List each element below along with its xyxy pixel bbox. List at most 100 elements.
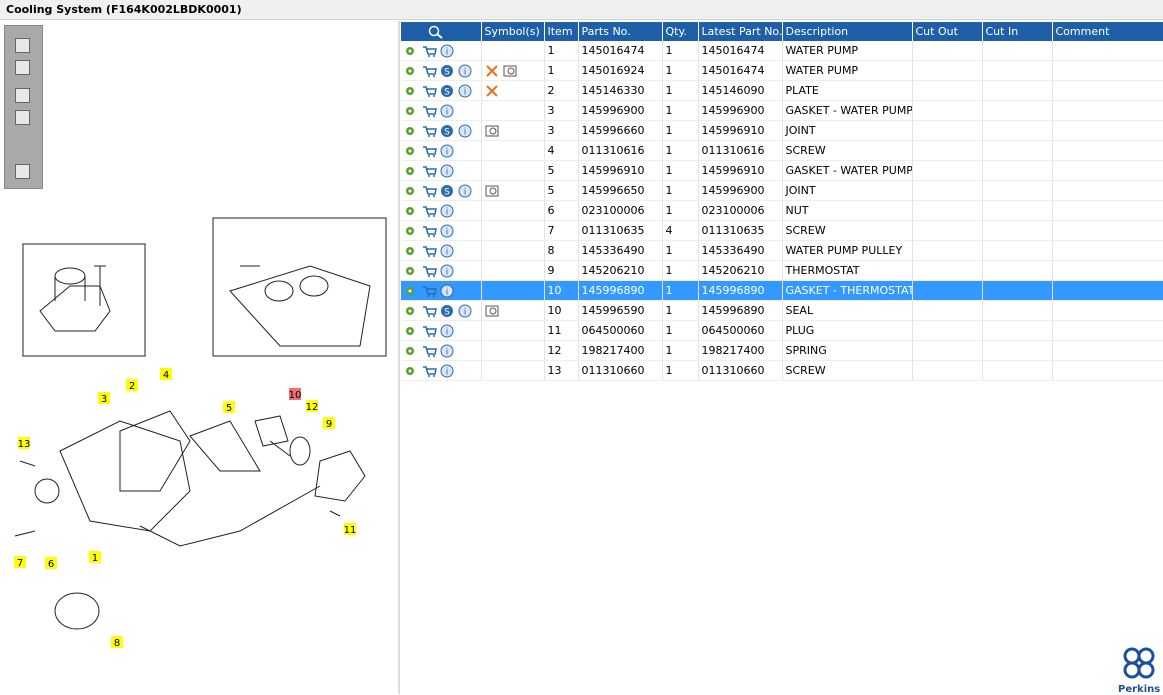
description-cell: SCREW: [782, 220, 913, 241]
cut-in-cell: [982, 360, 1053, 381]
callout-label[interactable]: 6: [48, 559, 54, 570]
comment-cell: [1052, 360, 1163, 381]
symbols-cell: [481, 200, 545, 221]
callout-box[interactable]: [14, 556, 26, 568]
callout-label[interactable]: 9: [326, 419, 332, 430]
action-cell: i: [401, 160, 482, 181]
column-header[interactable]: Qty.: [662, 22, 699, 41]
fit-button[interactable]: [15, 88, 30, 103]
table-row[interactable]: i 12 198217400 1 198217400 SPRING: [401, 340, 1163, 361]
qty-cell: 1: [662, 41, 699, 61]
qty-cell: 1: [662, 200, 699, 221]
description-cell: SEAL: [782, 300, 913, 321]
callout-box[interactable]: [160, 368, 172, 380]
logo-mark: [1123, 647, 1155, 679]
callout-label[interactable]: 10: [289, 390, 302, 401]
callout-label[interactable]: 13: [18, 439, 31, 450]
zoom-out-button[interactable]: [15, 60, 30, 75]
description-cell: SPRING: [782, 340, 913, 361]
cut-in-cell: [982, 60, 1053, 81]
callout-label[interactable]: 2: [129, 381, 135, 392]
qty-cell: 1: [662, 100, 699, 121]
callout-box[interactable]: [98, 392, 110, 404]
header-row: Symbol(s) Item Parts No. Qty. Latest Part No…: [401, 22, 1163, 41]
description-cell: SCREW: [782, 140, 913, 161]
callout-box[interactable]: [323, 417, 335, 429]
table-row[interactable]: i 6 023100006 1 023100006 NUT: [401, 200, 1163, 221]
item-cell: 5: [544, 180, 579, 201]
table-row[interactable]: i 8 145336490 1 145336490 WATER PUMP PULLEY: [401, 240, 1163, 261]
column-header[interactable]: Comment: [1052, 22, 1163, 41]
search-column-header[interactable]: [401, 22, 482, 41]
table-row[interactable]: i 4 011310616 1 011310616 SCREW: [401, 140, 1163, 161]
callout-box[interactable]: [126, 379, 138, 391]
table-row[interactable]: i 5 145996910 1 145996910 GASKET - WATER PUMP: [401, 160, 1163, 181]
zoom-in-button[interactable]: [15, 38, 30, 53]
column-header[interactable]: Cut In: [982, 22, 1053, 41]
callout-label[interactable]: 11: [344, 525, 357, 536]
cut-out-cell: [912, 360, 983, 381]
column-header[interactable]: Item: [544, 22, 579, 41]
parts-list: Symbol(s) Item Parts No. Qty. Latest Part No…: [401, 22, 1163, 694]
description-cell: WATER PUMP PULLEY: [782, 240, 913, 261]
callout-label[interactable]: 8: [114, 638, 120, 649]
svg-text:i: i: [446, 207, 449, 217]
table-row[interactable]: i 1 145016474 1 145016474 WATER PUMP: [401, 41, 1163, 61]
callout-box[interactable]: [111, 636, 123, 648]
export-button[interactable]: [15, 164, 30, 179]
column-header[interactable]: Parts No.: [578, 22, 663, 41]
table-row[interactable]: i 10 145996890 1 145996890 GASKET - THERMOSTA…: [401, 280, 1163, 301]
table-row[interactable]: i 9 145206210 1 145206210 THERMOSTAT: [401, 260, 1163, 281]
column-header[interactable]: Description: [782, 22, 913, 41]
actual-size-button[interactable]: [15, 110, 30, 125]
settings-icon: [406, 166, 414, 175]
svg-text:S: S: [444, 67, 450, 77]
action-cell: i: [401, 340, 482, 361]
table-row[interactable]: i 13 011310660 1 011310660 SCREW: [401, 360, 1163, 381]
comment-cell: [1052, 41, 1163, 61]
callout-label[interactable]: 12: [306, 402, 319, 413]
info-icon: i: [440, 104, 454, 117]
callout-box[interactable]: [223, 401, 235, 413]
cut-out-cell: [912, 180, 983, 201]
cut-in-cell: [982, 260, 1053, 281]
cut-out-cell: [912, 60, 983, 81]
callout-label[interactable]: 3: [101, 394, 107, 405]
description-cell: WATER PUMP: [782, 41, 913, 61]
callout-box[interactable]: [18, 437, 30, 449]
action-cell: i: [401, 320, 482, 341]
qty-cell: 1: [662, 80, 699, 101]
callout-box[interactable]: [344, 523, 356, 535]
cut-out-cell: [912, 220, 983, 241]
callout-box[interactable]: [45, 557, 57, 569]
callout-label[interactable]: 1: [92, 553, 98, 564]
part-no-cell: 145996660: [578, 120, 663, 141]
callout-label[interactable]: 4: [163, 370, 169, 381]
cart-icon: [423, 165, 437, 177]
table-row[interactable]: i 3 145996900 1 145996900 GASKET - WATER PUMP: [401, 100, 1163, 121]
callout-box[interactable]: [289, 388, 301, 400]
info-icon: i: [458, 124, 472, 137]
action-cell: i: [401, 280, 482, 301]
column-header[interactable]: Symbol(s): [481, 22, 545, 41]
callout-label[interactable]: 5: [226, 403, 232, 414]
settings-icon: [406, 246, 414, 255]
table-row[interactable]: i 11 064500060 1 064500060 PLUG: [401, 320, 1163, 341]
callout-label[interactable]: 7: [17, 558, 23, 569]
callout-box[interactable]: [306, 400, 318, 412]
latest-cell: 145016474: [698, 60, 783, 81]
symbols-cell: [481, 160, 545, 181]
callout-box[interactable]: [89, 551, 101, 563]
latest-cell: 011310616: [698, 140, 783, 161]
table-row[interactable]: i 7 011310635 4 011310635 SCREW: [401, 220, 1163, 241]
cut-out-cell: [912, 80, 983, 101]
column-header[interactable]: Latest Part No.: [698, 22, 783, 41]
column-header[interactable]: Cut Out: [912, 22, 983, 41]
